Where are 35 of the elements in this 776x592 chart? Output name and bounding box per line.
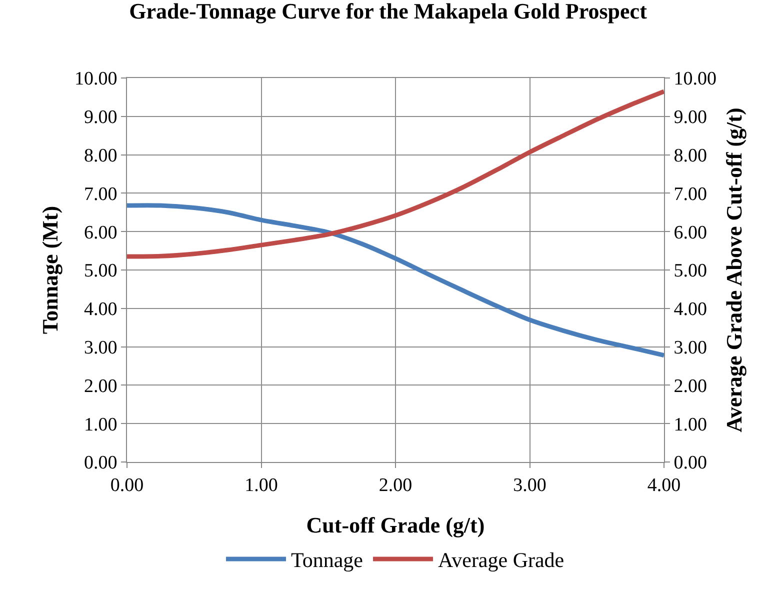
y2-tick-label: 7.00 bbox=[674, 184, 708, 205]
y2-tick-label: 4.00 bbox=[674, 299, 708, 320]
y2-tick-label: 0.00 bbox=[674, 452, 708, 474]
chart-title: Grade-Tonnage Curve for the Makapela Gold Prospect bbox=[129, 0, 648, 24]
y2-tick-label: 2.00 bbox=[674, 376, 708, 397]
x-tick-label: 4.00 bbox=[647, 474, 681, 496]
legend-label: Tonnage bbox=[291, 548, 364, 572]
x-axis-title: Cut-off Grade (g/t) bbox=[306, 512, 485, 538]
y2-tick-label: 3.00 bbox=[674, 337, 708, 358]
y2-tick-label: 8.00 bbox=[674, 145, 708, 166]
line-series bbox=[127, 203, 664, 358]
y-tick-label: 5.00 bbox=[84, 260, 118, 282]
y-tick-label: 9.00 bbox=[84, 107, 118, 128]
y-tick-label: 1.00 bbox=[84, 414, 118, 436]
x-tick-label: 1.00 bbox=[244, 474, 278, 496]
y2-tick-label: 1.00 bbox=[674, 414, 708, 436]
x-tick-label: 0.00 bbox=[110, 474, 144, 496]
y2-tick-label: 6.00 bbox=[674, 222, 708, 244]
y-tick-label: 10.00 bbox=[74, 68, 118, 90]
x-tick-label: 3.00 bbox=[513, 474, 546, 496]
y-tick-label: 6.00 bbox=[84, 222, 118, 244]
y-axis-title: Tonnage (Mt) bbox=[37, 206, 62, 334]
y2-tick-label: 10.00 bbox=[674, 68, 717, 90]
y2-tick-label: 9.00 bbox=[674, 107, 708, 128]
line-series bbox=[127, 89, 664, 259]
legend-label: Average Grade bbox=[438, 548, 564, 572]
y-tick-label: 4.00 bbox=[84, 299, 118, 320]
y2-tick-label: 5.00 bbox=[674, 260, 708, 282]
y-tick-label: 7.00 bbox=[84, 184, 118, 205]
y-tick-label: 2.00 bbox=[84, 376, 118, 397]
x-tick-label: 2.00 bbox=[378, 474, 412, 496]
y-tick-label: 0.00 bbox=[84, 452, 118, 474]
y-tick-label: 8.00 bbox=[84, 145, 118, 166]
y2-axis-title: Average Grade Above Cut-off (g/t) bbox=[721, 108, 746, 432]
y-tick-label: 3.00 bbox=[84, 337, 118, 358]
